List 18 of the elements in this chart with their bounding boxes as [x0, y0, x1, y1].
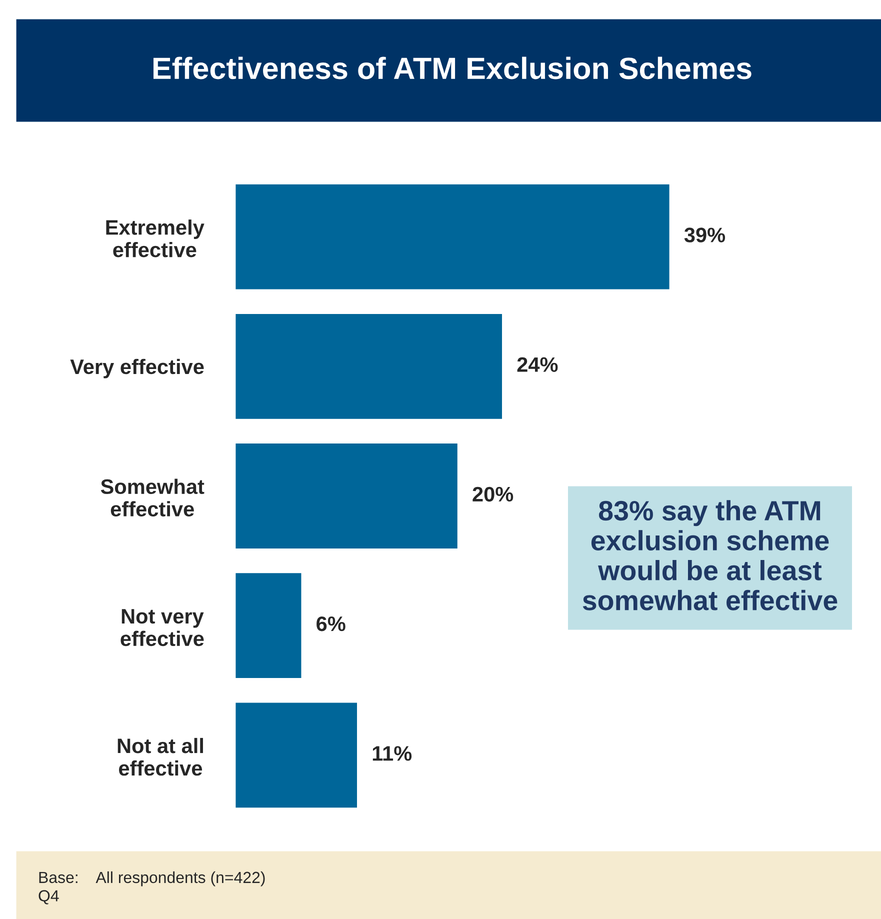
bar [235, 442, 459, 550]
text: Base: All respondents (n=422) Q4 [38, 871, 265, 904]
annotation: 83% say the ATM exclusion scheme would be at least somewhat effective [582, 500, 838, 610]
bar [235, 572, 303, 680]
y-tick-label: Somewhat effective [100, 478, 204, 516]
y-tick-label: Not at all effective [118, 738, 203, 776]
data-label: 6% [316, 616, 346, 632]
data-label: 20% [472, 486, 514, 502]
data-label: 24% [517, 357, 558, 372]
y-tick-label: Extremely effective [106, 220, 204, 258]
data-label: 11% [372, 746, 412, 761]
y-tick-label: Very effective [70, 358, 204, 378]
bar [235, 701, 358, 810]
y-tick-label: Not very effective [120, 609, 204, 646]
bar [235, 182, 671, 291]
chart-title: Effectiveness of ATM Exclusion Schemes [154, 56, 752, 80]
bar [235, 312, 504, 420]
data-label: 39% [684, 228, 726, 242]
